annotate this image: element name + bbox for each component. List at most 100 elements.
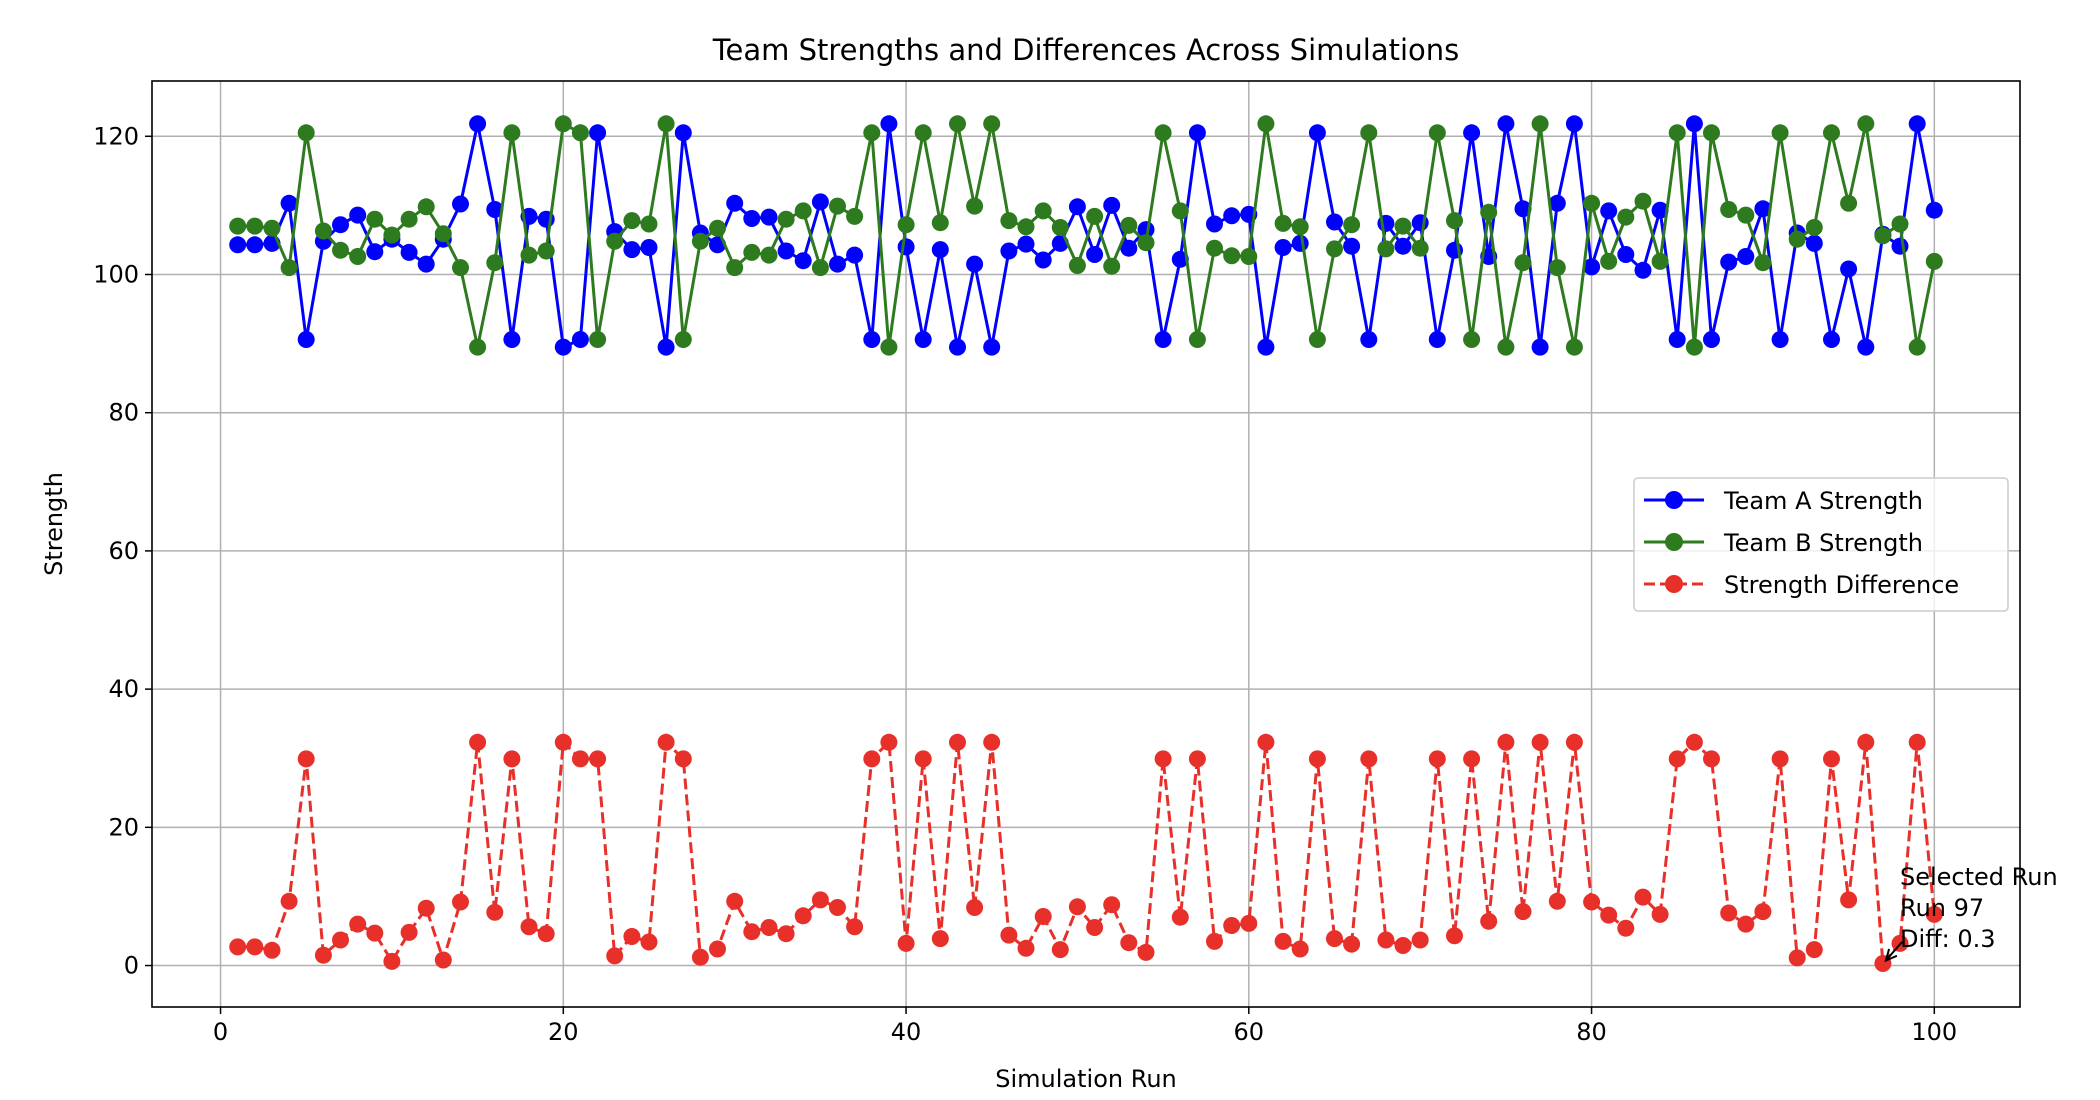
data-point (1651, 905, 1669, 923)
data-point (1360, 750, 1378, 768)
data-point (1154, 750, 1172, 768)
data-point (1360, 124, 1378, 142)
data-point (914, 331, 932, 348)
legend-box (1633, 477, 2009, 612)
data-point (1291, 940, 1309, 958)
data-point (726, 892, 744, 910)
data-point (314, 946, 332, 964)
data-point (897, 216, 915, 234)
data-point (931, 214, 949, 232)
legend-entry-difference: Strength Difference (1644, 571, 1959, 599)
legend: Team A Strength Team B Strength Strength… (1633, 477, 2009, 612)
data-point (863, 124, 881, 142)
data-point (1103, 196, 1121, 214)
data-point (1188, 750, 1206, 768)
data-point (417, 255, 435, 273)
data-point (1857, 733, 1875, 751)
data-point (1206, 215, 1223, 233)
data-point (914, 750, 932, 768)
annotation-arrow (1885, 941, 1903, 962)
data-point (1223, 247, 1241, 265)
data-point (657, 115, 675, 133)
data-point (1531, 733, 1549, 751)
data-point (623, 928, 641, 945)
data-point (520, 246, 538, 264)
annotation-line-2: Run 97 (1900, 894, 1984, 922)
series-line (237, 122, 1936, 349)
data-point (1428, 124, 1446, 142)
data-point (1394, 217, 1412, 235)
data-point (1086, 246, 1104, 263)
data-point (246, 236, 264, 254)
data-point (469, 338, 487, 356)
data-point (1891, 237, 1909, 255)
data-point (1754, 200, 1772, 218)
data-point (1788, 949, 1806, 967)
data-point (1223, 207, 1241, 225)
data-point (571, 331, 589, 348)
data-point (554, 115, 572, 133)
data-point (1685, 338, 1703, 356)
data-point (880, 733, 898, 751)
data-point (1137, 221, 1155, 239)
data-point (589, 750, 607, 768)
chart-title: Team Strengths and Differences Across Si… (712, 33, 1460, 67)
data-point (1874, 227, 1892, 245)
data-point (1754, 903, 1772, 921)
data-point (1497, 338, 1515, 356)
data-point (1480, 912, 1498, 930)
data-point (383, 226, 401, 244)
data-point (1171, 202, 1189, 220)
y-tick-label: 120 (93, 122, 139, 150)
data-point (709, 219, 726, 237)
data-point (1137, 943, 1155, 961)
data-point (1823, 331, 1840, 348)
data-point (1703, 750, 1720, 768)
data-point (1857, 115, 1875, 133)
data-point (280, 259, 298, 277)
data-point (1343, 216, 1361, 234)
data-point (914, 124, 932, 142)
data-point (709, 940, 726, 958)
y-tick-label: 40 (108, 675, 139, 703)
data-point (743, 210, 761, 227)
data-point (229, 217, 247, 235)
data-point (1120, 216, 1138, 234)
x-axis-label: Simulation Run (995, 1065, 1177, 1093)
data-point (263, 941, 281, 959)
data-point (1154, 331, 1172, 348)
data-point (1514, 903, 1532, 921)
legend-label-team-b: Team B Strength (1723, 529, 1923, 557)
data-point (1171, 250, 1189, 268)
data-point (349, 915, 367, 933)
data-point (760, 208, 778, 226)
data-point (366, 210, 384, 228)
data-point (486, 903, 504, 921)
data-point (503, 331, 521, 348)
data-point (1308, 124, 1326, 142)
data-point (383, 952, 401, 970)
data-point (1343, 237, 1361, 255)
data-point (811, 891, 829, 909)
data-point (674, 750, 692, 768)
data-point (434, 225, 452, 243)
data-point (606, 947, 624, 965)
data-point (332, 241, 349, 259)
data-point (794, 907, 812, 925)
data-point (589, 331, 607, 348)
data-point (1463, 124, 1481, 142)
data-point (1720, 253, 1738, 271)
data-point (640, 239, 658, 256)
data-point (1428, 331, 1446, 348)
data-point (1480, 203, 1498, 221)
data-point (846, 246, 864, 264)
data-point (1377, 931, 1395, 949)
data-point (1274, 214, 1292, 232)
data-point (1326, 240, 1343, 258)
y-axis-label: Strength (40, 472, 68, 576)
data-point (966, 899, 984, 916)
data-point (983, 338, 1001, 356)
legend-entry-team-a: Team A Strength (1644, 487, 1923, 515)
data-point (1891, 215, 1909, 233)
data-point (1188, 331, 1206, 348)
